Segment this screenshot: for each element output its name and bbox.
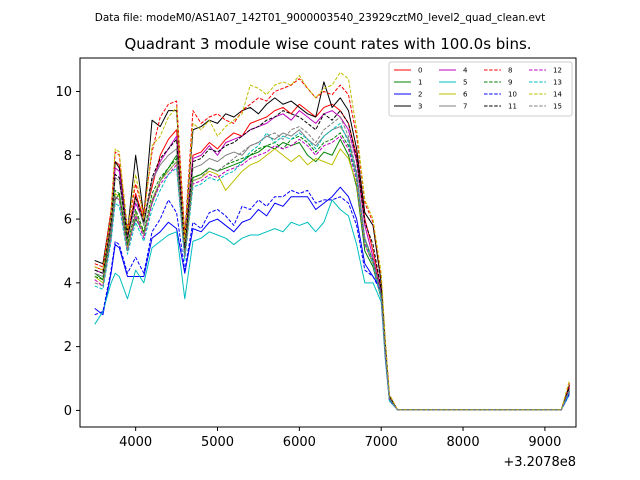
legend-label-8: 8	[508, 67, 512, 75]
series-line-11	[94, 110, 570, 411]
legend-label-5: 5	[463, 79, 467, 87]
x-axis: 4000 5000 6000 7000 8000 9000	[119, 427, 561, 450]
series-line-14	[94, 71, 570, 411]
x-tick-label: 8000	[447, 435, 480, 450]
series-layer	[94, 71, 570, 411]
legend-label-11: 11	[508, 103, 517, 111]
legend-label-2: 2	[418, 91, 422, 99]
legend-label-14: 14	[553, 91, 562, 99]
legend-label-10: 10	[508, 91, 517, 99]
legend-label-13: 13	[553, 79, 562, 87]
y-tick-label: 8	[64, 149, 72, 164]
figure-supertitle: Data file: modeM0/AS1A07_142T01_90000035…	[95, 12, 546, 24]
series-line-15	[94, 116, 570, 411]
x-tick-label: 7000	[365, 435, 398, 450]
y-tick-label: 2	[64, 340, 72, 355]
legend-label-1: 1	[418, 79, 422, 87]
x-tick-label: 4000	[119, 435, 152, 450]
legend-label-4: 4	[463, 67, 468, 75]
legend-label-9: 9	[508, 79, 512, 87]
x-axis-offset-label: +3.2078e8	[503, 455, 576, 470]
legend-label-15: 15	[553, 103, 562, 111]
legend-label-3: 3	[418, 103, 422, 111]
legend-label-12: 12	[553, 67, 562, 75]
x-tick-label: 6000	[283, 435, 316, 450]
axes-frame	[79, 57, 577, 428]
y-tick-label: 6	[64, 213, 72, 228]
y-tick-label: 0	[64, 404, 72, 419]
y-tick-label: 4	[64, 276, 72, 291]
legend-label-6: 6	[463, 91, 468, 99]
x-tick-label: 9000	[528, 435, 561, 450]
legend-label-0: 0	[418, 67, 422, 75]
plot-area	[79, 57, 577, 428]
y-axis: 0 2 4 6 8 10	[55, 85, 80, 419]
chart-title: Quadrant 3 module wise count rates with …	[124, 35, 531, 53]
x-tick-label: 5000	[201, 435, 234, 450]
legend-label-7: 7	[463, 103, 467, 111]
axes-background	[80, 58, 576, 427]
legend-frame	[388, 61, 573, 117]
y-tick-label: 10	[55, 85, 72, 100]
